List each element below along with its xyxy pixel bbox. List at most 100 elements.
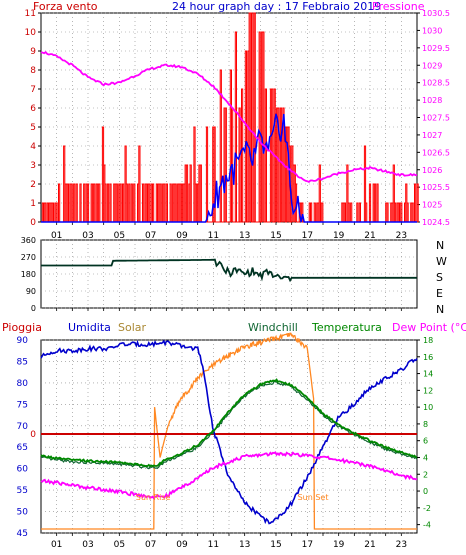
- panel1-left-tick-label: 4: [30, 142, 36, 152]
- panel3-right-tick-label: 6: [423, 437, 428, 446]
- panel3-label-windchill: Windchill: [248, 321, 298, 334]
- panel1-left-tick-label: 6: [30, 104, 36, 114]
- panel1-hour-label: 17: [302, 231, 313, 241]
- compass-label: S: [436, 271, 443, 284]
- humidity-series: [40, 339, 418, 525]
- rain-zero-label: 0: [30, 430, 36, 440]
- panel1-hour-label: 05: [114, 231, 125, 241]
- panel3-right-tick-label: 0: [423, 487, 428, 496]
- panel1-right-tick-label: 1030.5: [422, 9, 450, 18]
- panel3-left-tick-label: 80: [17, 379, 29, 389]
- compass-label: N: [436, 303, 444, 316]
- panel3-left-tick-label: 75: [17, 400, 28, 410]
- panel3-left-tick-label: 90: [17, 336, 29, 346]
- panel2-left-tick-label: 0: [31, 304, 36, 313]
- panel1-hour-label: 01: [51, 231, 62, 241]
- panel3-label-temperatura: Temperatura: [311, 321, 382, 334]
- panel1-left-tick-label: 2: [30, 180, 36, 190]
- wind-pressure-panel: 111098765432101030.510301029.510291028.5…: [25, 9, 450, 241]
- temperature-humidity-panel: 90 85 80 75 70 65 60 55 50 45 18 16 14 12 10 8 6 4 2 0 -2 -4 0…: [17, 332, 433, 550]
- sun-rise-label: Sun Rise: [136, 493, 171, 502]
- panel3-left-tick-label: 70: [17, 422, 29, 432]
- panel3-hour-label: 11: [208, 540, 219, 550]
- panel2-left-tick-label: 90: [26, 287, 36, 296]
- panel1-right-tick-label: 1030: [422, 26, 442, 35]
- compass-label: W: [436, 255, 447, 268]
- panel3-hour-label: 01: [51, 540, 62, 550]
- panel3-hour-label: 03: [82, 540, 93, 550]
- panel3-right-tick-label: 18: [423, 336, 433, 345]
- panel3-left-tick-label: 60: [17, 465, 29, 475]
- panel3-right-tick-label: 2: [423, 470, 428, 479]
- panel2-left-tick-label: 360: [21, 236, 36, 245]
- panel1-left-tick-label: 10: [25, 28, 37, 38]
- panel3-label-solar: Solar: [118, 321, 147, 334]
- panel3-right-tick-label: -4: [423, 521, 431, 530]
- panel3-left-tick-label: 45: [17, 529, 28, 539]
- panel1-left-label: Forza vento: [33, 0, 98, 13]
- panel1-left-tick-label: 0: [30, 218, 36, 228]
- panel3-hour-label: 23: [396, 540, 407, 550]
- panel3-right-tick-label: 4: [423, 453, 428, 462]
- panel3-label-pioggia: Pioggia: [2, 321, 42, 334]
- panel3-right-tick-label: 16: [423, 353, 433, 362]
- panel1-left-tick-label: 3: [30, 161, 36, 171]
- panel1-hour-label: 15: [270, 231, 281, 241]
- compass-label: N: [436, 239, 444, 252]
- panel3-hour-label: 13: [239, 540, 250, 550]
- panel3-hour-label: 15: [270, 540, 281, 550]
- temperature-series: [40, 378, 418, 468]
- panel1-hour-label: 03: [82, 231, 93, 241]
- panel3-right-tick-label: 12: [423, 386, 433, 395]
- panel3-right-tick-label: 10: [423, 403, 433, 412]
- panel1-right-tick-label: 1029.5: [422, 44, 450, 53]
- panel3-hour-label: 07: [145, 540, 156, 550]
- panel3-left-tick-label: 65: [17, 443, 28, 453]
- panel1-right-tick-label: 1028.5: [422, 79, 450, 88]
- panel1-left-tick-label: 11: [25, 9, 36, 19]
- panel1-right-tick-label: 1026.5: [422, 148, 450, 157]
- panel3-hour-label: 21: [364, 540, 375, 550]
- panel2-left-tick-label: 180: [21, 270, 36, 279]
- panel1-right-tick-label: 1028: [422, 96, 442, 105]
- panel1-left-tick-label: 9: [30, 47, 36, 57]
- panel1-title: 24 hour graph day : 17 Febbraio 2019: [172, 0, 381, 13]
- chart-labels: Forza vento 24 hour graph day : 17 Febbr…: [2, 0, 466, 334]
- panel1-right-tick-label: 1025: [422, 201, 442, 210]
- wind-direction-series: [41, 258, 417, 283]
- panel3-hour-label: 09: [176, 540, 188, 550]
- panel1-left-tick-label: 8: [30, 66, 36, 76]
- panel3-hour-label: 17: [302, 540, 313, 550]
- panel2-left-tick-label: 270: [21, 253, 36, 262]
- solar-series: [41, 332, 417, 530]
- panel1-right-tick-label: 1029: [422, 61, 442, 70]
- panel1-hour-label: 21: [364, 231, 375, 241]
- compass-label: E: [436, 287, 443, 300]
- panel1-hour-label: 23: [396, 231, 407, 241]
- pressure-series: [40, 51, 418, 183]
- panel1-hour-label: 09: [176, 231, 188, 241]
- panel1-right-tick-label: 1024.5: [422, 218, 450, 227]
- panel3-left-tick-label: 85: [17, 357, 28, 367]
- panel3-hour-label: 19: [333, 540, 345, 550]
- panel1-hour-label: 19: [333, 231, 345, 241]
- panel1-right-tick-label: 1026: [422, 166, 442, 175]
- panel1-left-tick-label: 5: [30, 123, 36, 133]
- panel1-left-tick-label: 1: [30, 199, 36, 209]
- panel3-hour-label: 05: [114, 540, 125, 550]
- panel3-label-dewpoint: Dew Point (°C): [392, 321, 466, 334]
- sun-set-label: Sun Set: [298, 493, 329, 502]
- panel3-right-tick-label: 8: [423, 420, 428, 429]
- wind-gust-series: [41, 113, 417, 223]
- panel1-left-tick-label: 7: [30, 85, 36, 95]
- panel1-right-tick-label: 1027.5: [422, 114, 450, 123]
- panel1-hour-label: 11: [208, 231, 219, 241]
- panel1-right-tick-label: 1025.5: [422, 183, 450, 192]
- panel3-right-tick-label: -2: [423, 504, 431, 513]
- panel1-right-label: Pressione: [372, 0, 425, 13]
- panel3-right-tick-label: 14: [423, 370, 433, 379]
- panel1-hour-label: 13: [239, 231, 250, 241]
